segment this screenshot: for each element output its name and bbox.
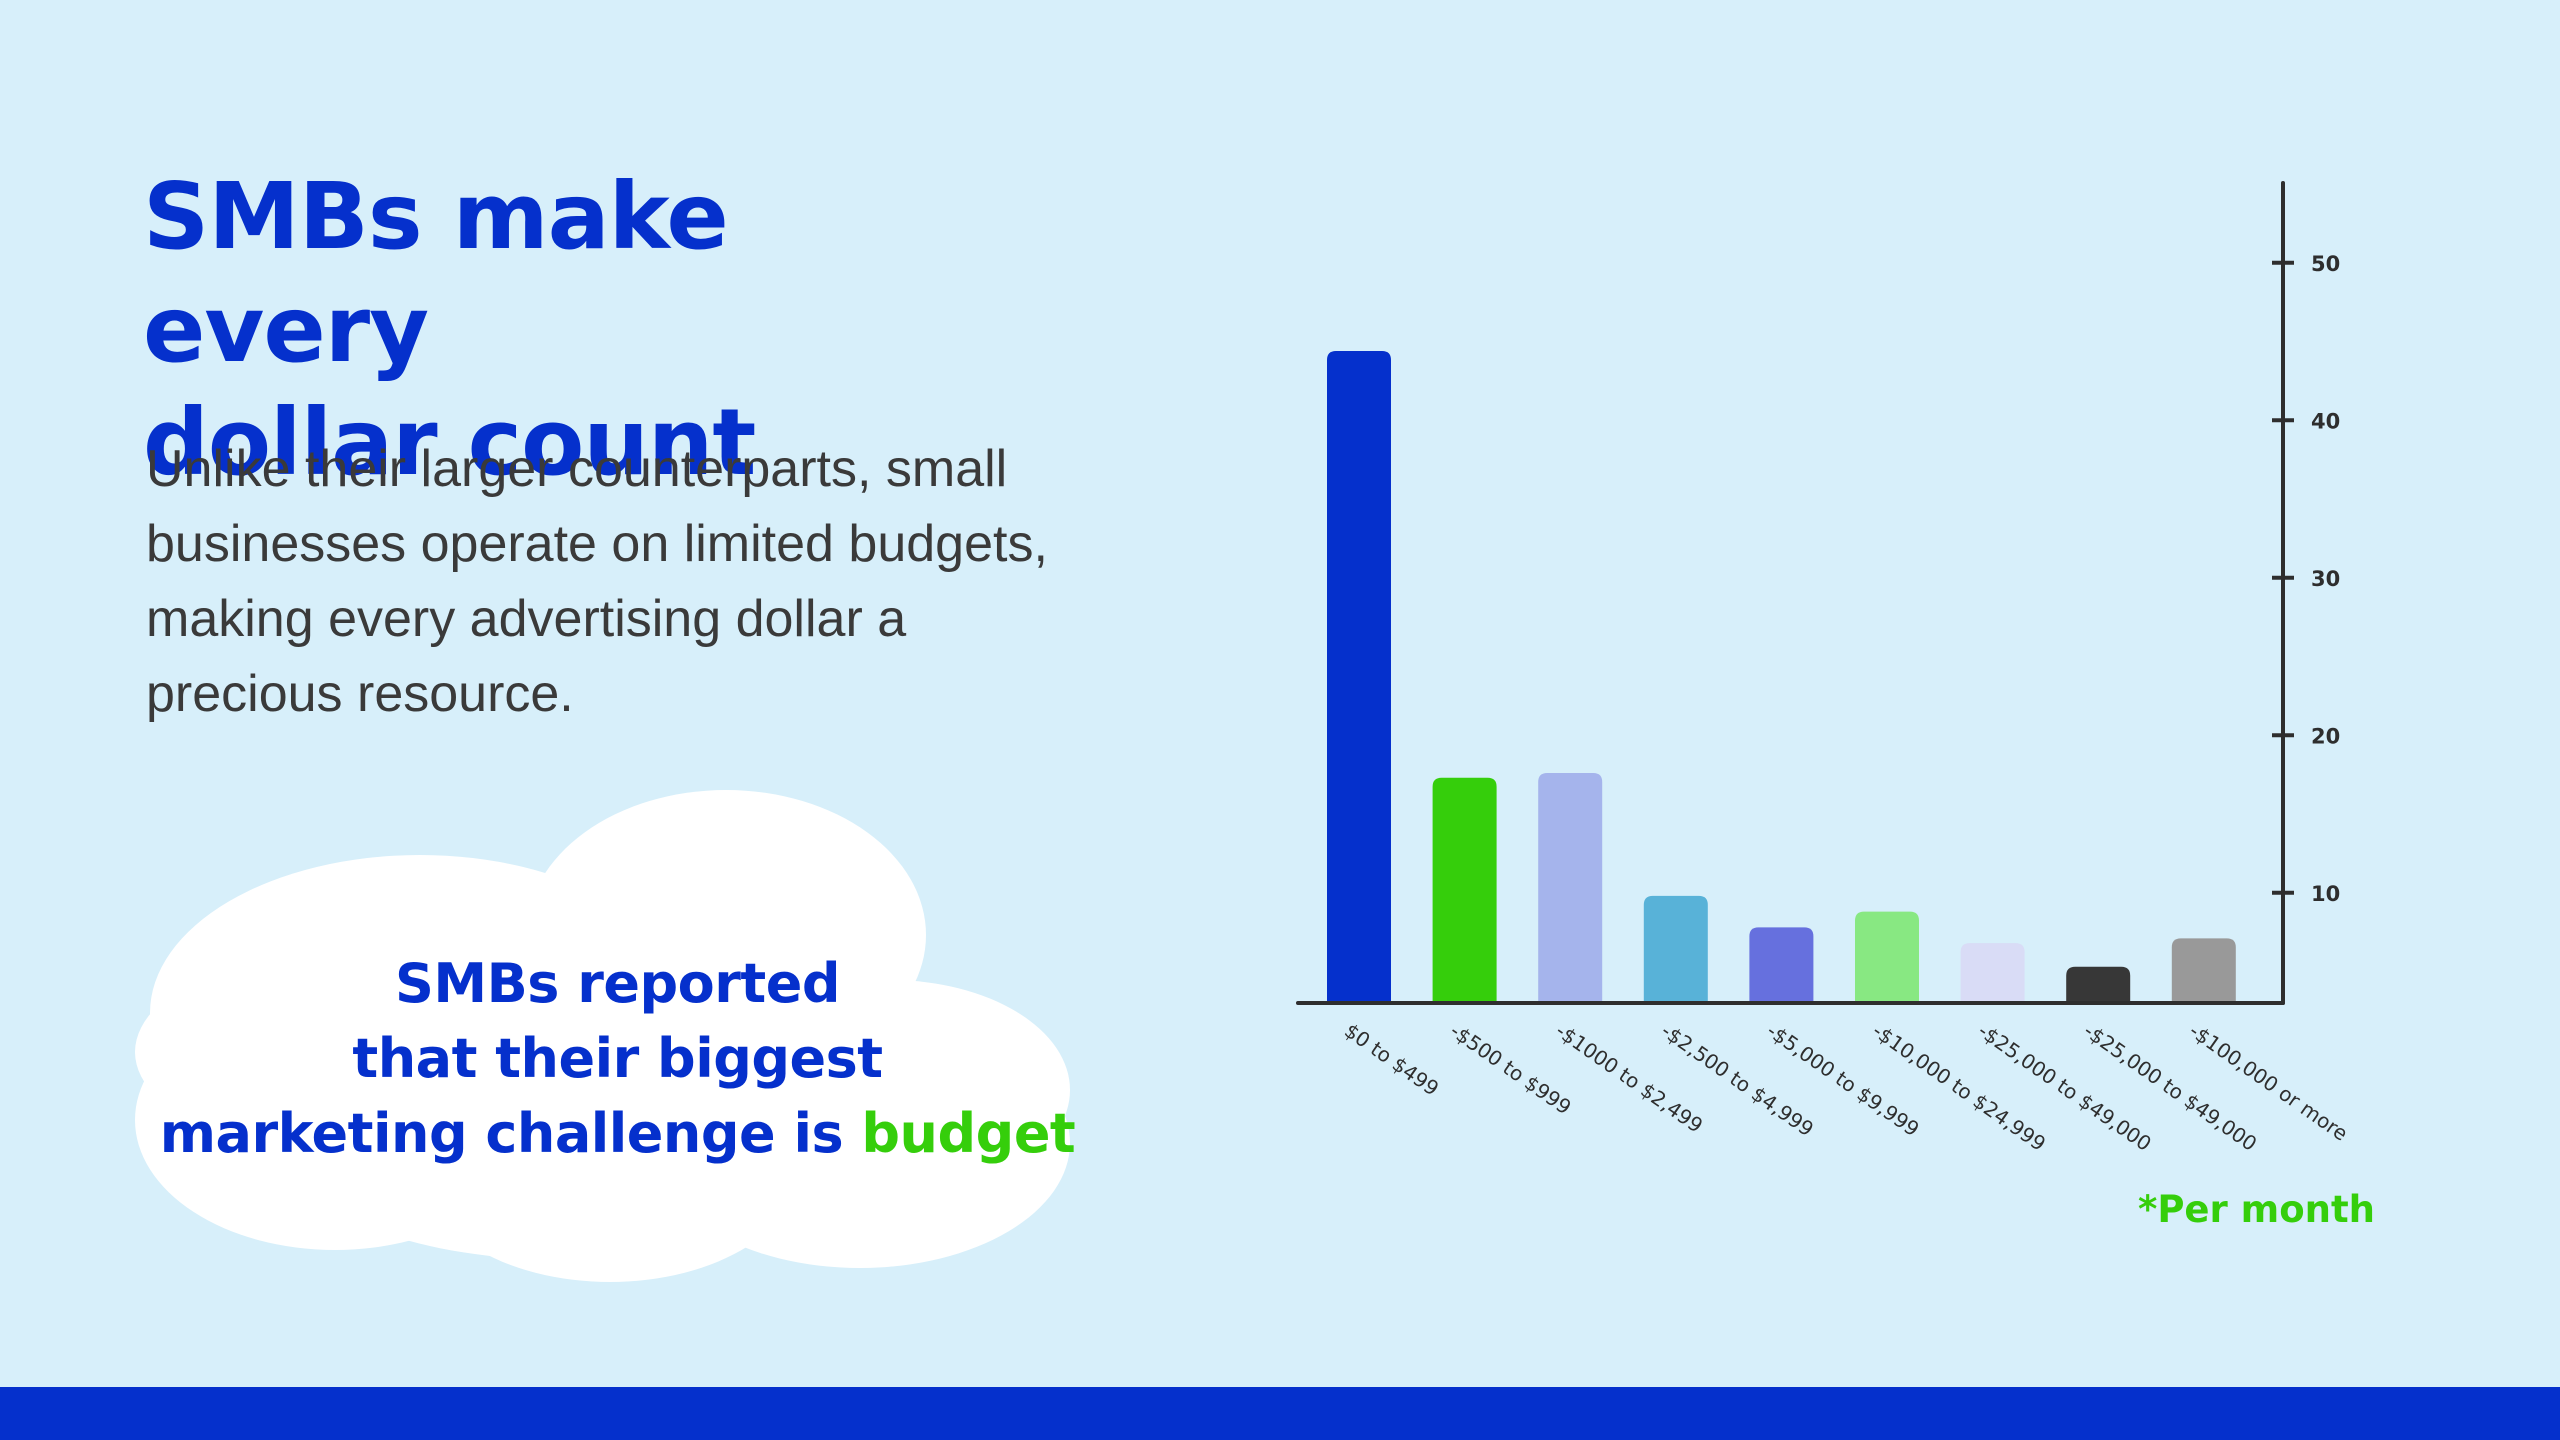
- callout-highlight: budget: [861, 1102, 1076, 1165]
- callout-line-1: SMBs reported: [395, 952, 840, 1015]
- bar-2: [1432, 777, 1497, 1003]
- bar-8: [2066, 966, 2131, 1003]
- description-text: Unlike their larger counterparts, small …: [146, 440, 1048, 723]
- y-tick-label-30: 30: [2311, 567, 2340, 591]
- bar-6: [1855, 911, 1919, 1003]
- bar-4: [1643, 895, 1708, 1003]
- y-tick-label-40: 40: [2311, 409, 2340, 433]
- y-tick-label-50: 50: [2311, 252, 2340, 276]
- bar-7: [1960, 943, 2025, 1003]
- callout-line-3: marketing challenge is: [159, 1102, 862, 1165]
- bar-9: [2171, 938, 2236, 1003]
- bar-1: [1327, 350, 1391, 1003]
- y-tick-label-10: 10: [2311, 882, 2340, 906]
- y-tick-label-20: 20: [2311, 724, 2340, 748]
- page-title-line-1: SMBs make every: [143, 163, 729, 383]
- page-title-line-2: dollar count: [143, 389, 756, 496]
- page-title: SMBs make every dollar count: [143, 160, 1043, 499]
- x-tick-label-8: -$25,000 to $49,000: [2079, 1018, 2261, 1155]
- footer-bar: [0, 1387, 2560, 1440]
- x-tick-label-1: $0 to $499: [1340, 1018, 1443, 1100]
- bar-3: [1538, 773, 1603, 1003]
- x-tick-label-7: -$25,000 to $49,000: [1974, 1018, 2156, 1155]
- x-tick-label-6: -$10,000 to $24,999: [1868, 1018, 2050, 1155]
- callout-line-2: that their biggest: [352, 1027, 883, 1090]
- bar-5: [1749, 927, 1814, 1003]
- cloud-callout: SMBs reported that their biggest marketi…: [150, 946, 1085, 1171]
- per-month-note: *Per month: [2137, 1188, 2375, 1231]
